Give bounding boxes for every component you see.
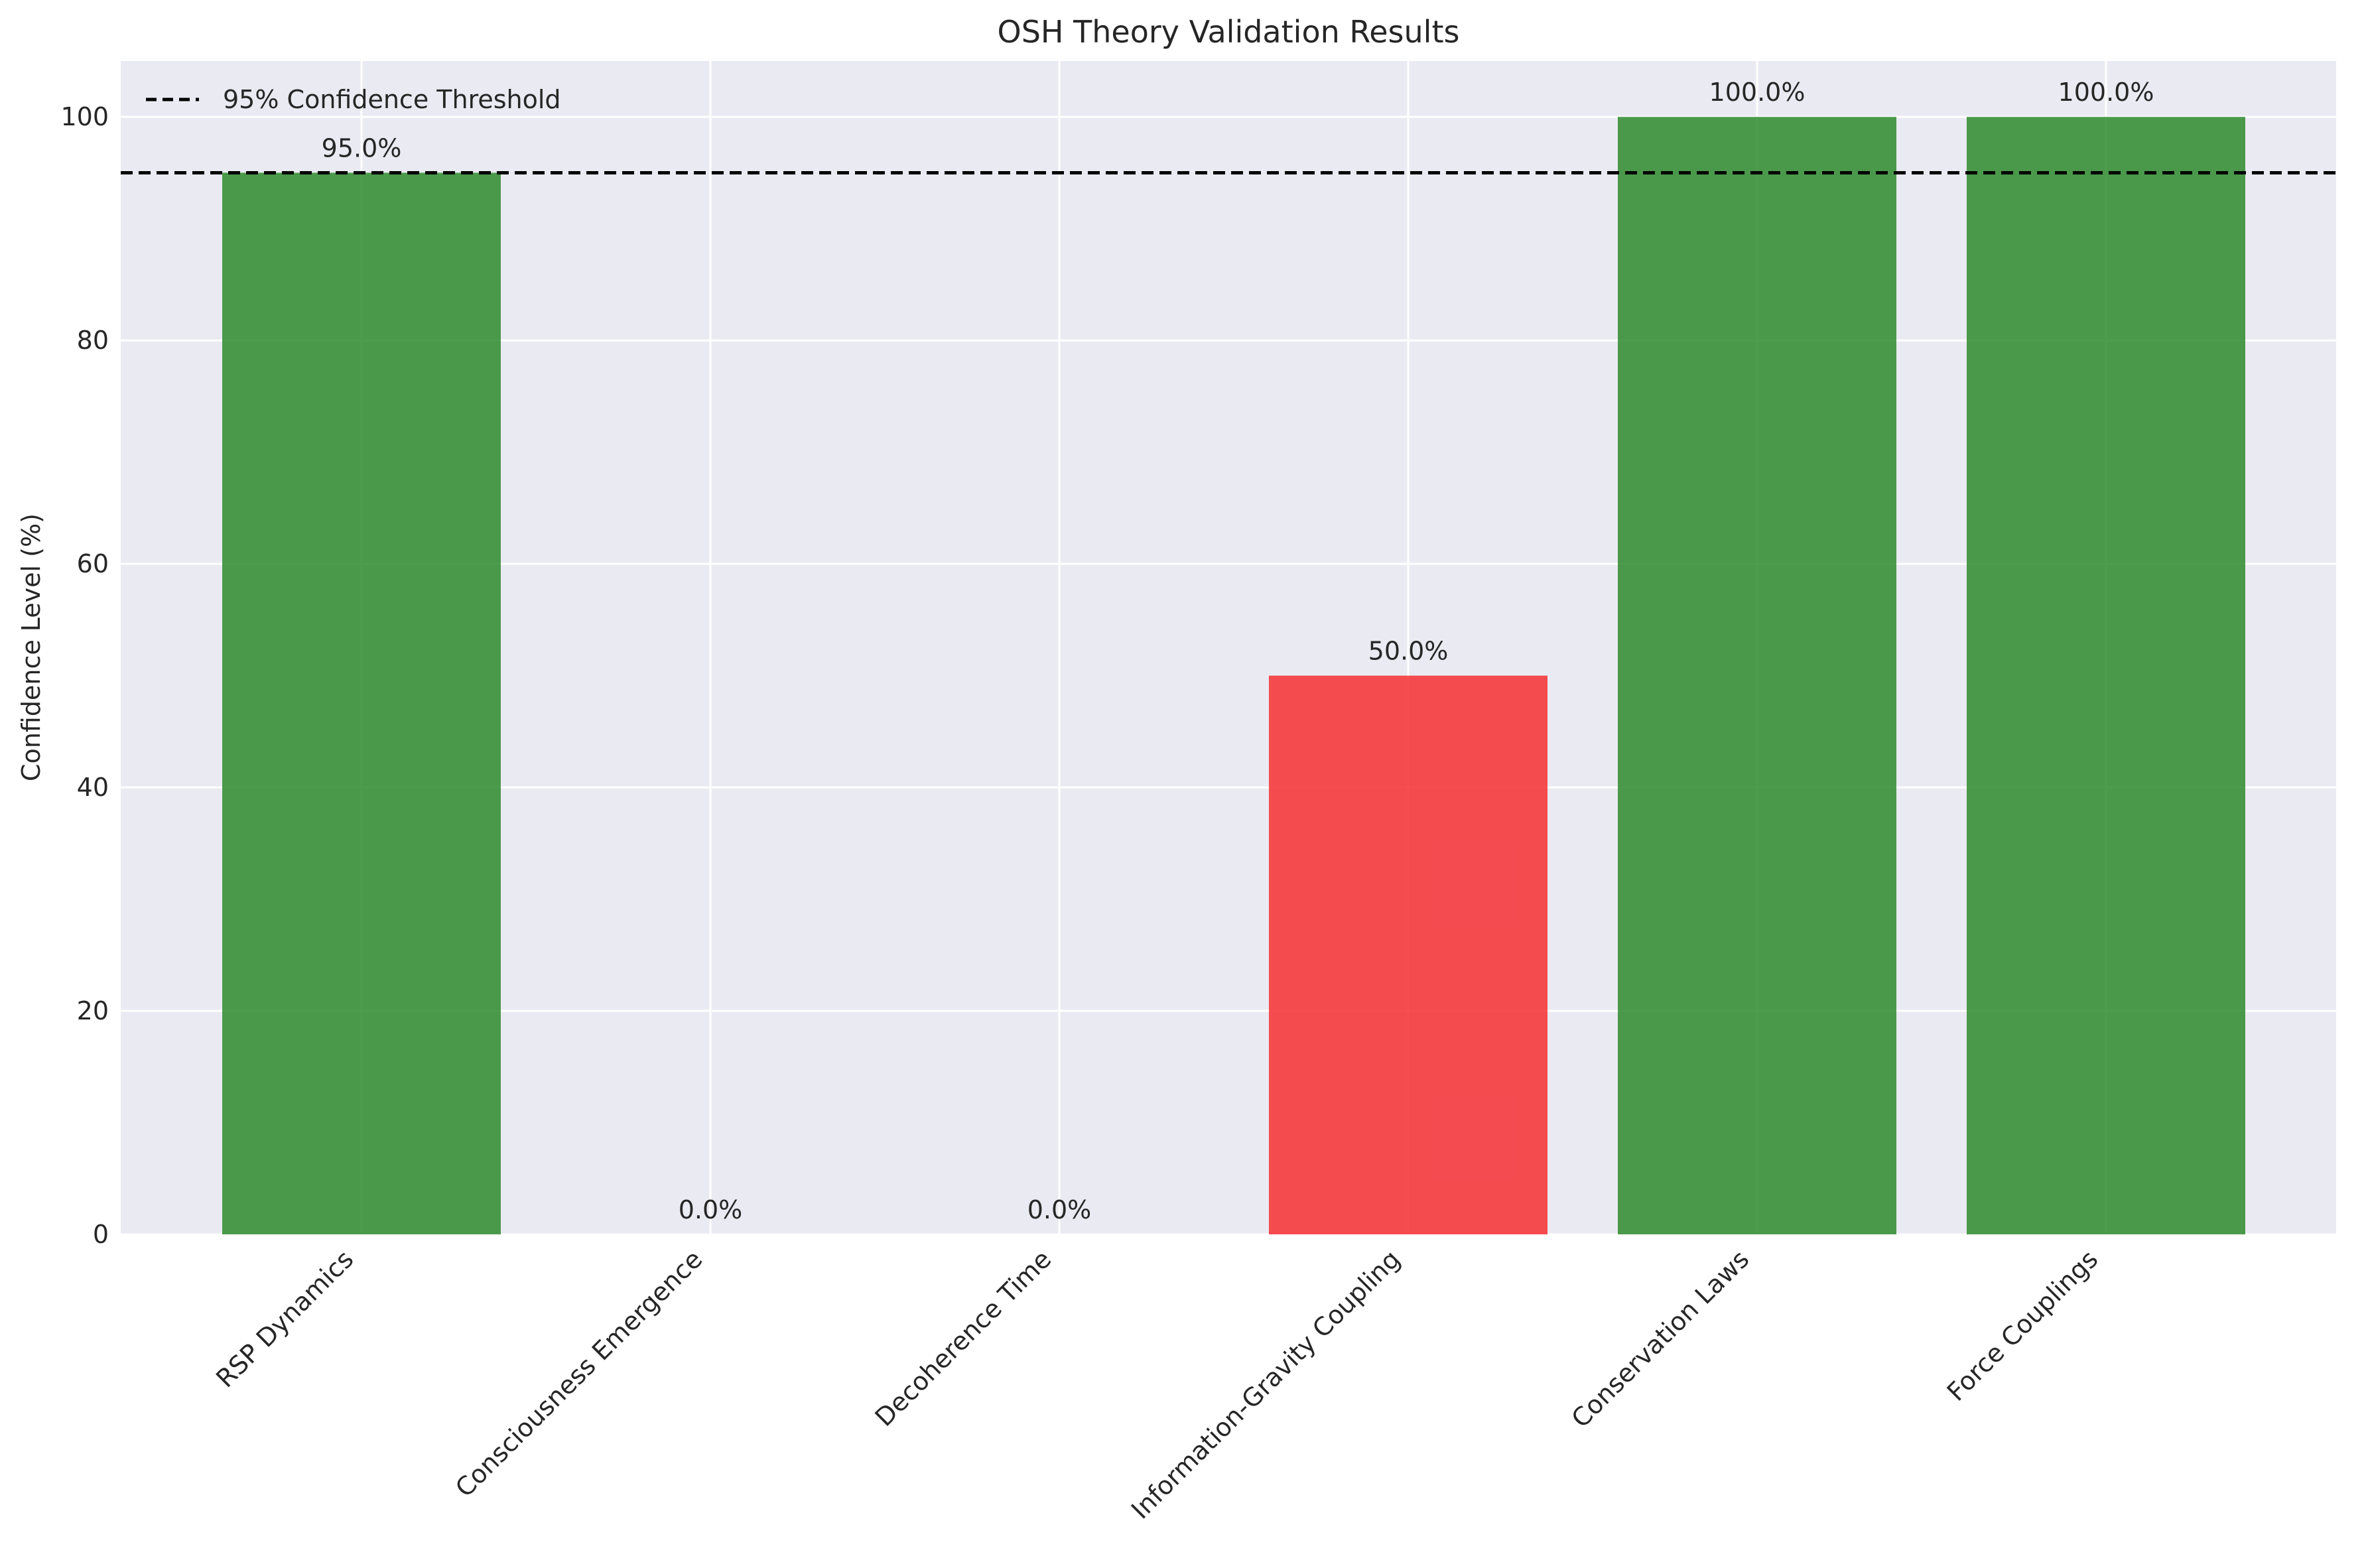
y-tick-label: 40 (77, 773, 109, 802)
data-label-3: 50.0% (1368, 637, 1449, 666)
x-tick-label: RSP Dynamics (210, 1244, 359, 1393)
data-label-1: 0.0% (679, 1195, 743, 1224)
y-tick-label: 60 (77, 549, 109, 578)
y-axis-label: Confidence Level (%) (17, 513, 46, 781)
y-tick-label: 20 (77, 996, 109, 1025)
bar-4 (1618, 117, 1896, 1235)
x-tick-label: Consciousness Emergence (450, 1244, 708, 1502)
legend-threshold-label: 95% Confidence Threshold (223, 85, 561, 114)
x-tick-label: Information-Gravity Coupling (1126, 1244, 1406, 1524)
x-tick-label: Decoherence Time (870, 1244, 1057, 1432)
data-label-5: 100.0% (2058, 78, 2154, 107)
data-label-4: 100.0% (1709, 78, 1806, 107)
y-tick-label: 100 (60, 102, 109, 131)
y-tick-label: 0 (93, 1220, 109, 1249)
x-tick-label: Conservation Laws (1566, 1244, 1755, 1433)
x-tick-label: Force Couplings (1941, 1244, 2104, 1407)
bars (222, 117, 2245, 1235)
chart-title: OSH Theory Validation Results (998, 14, 1460, 50)
data-labels: 95.0% 0.0% 0.0% 50.0% 100.0% 100.0% (322, 78, 2154, 1224)
bar-0 (222, 172, 501, 1234)
data-label-2: 0.0% (1027, 1195, 1092, 1224)
legend: 95% Confidence Threshold (146, 85, 561, 114)
bar-3 (1269, 675, 1547, 1234)
data-label-0: 95.0% (322, 133, 402, 163)
x-axis-ticks: RSP Dynamics Consciousness Emergence Decoh… (210, 1244, 2103, 1524)
y-tick-label: 80 (77, 326, 109, 355)
bar-5 (1967, 117, 2245, 1235)
y-axis-ticks: 0 20 40 60 80 100 (60, 102, 109, 1249)
